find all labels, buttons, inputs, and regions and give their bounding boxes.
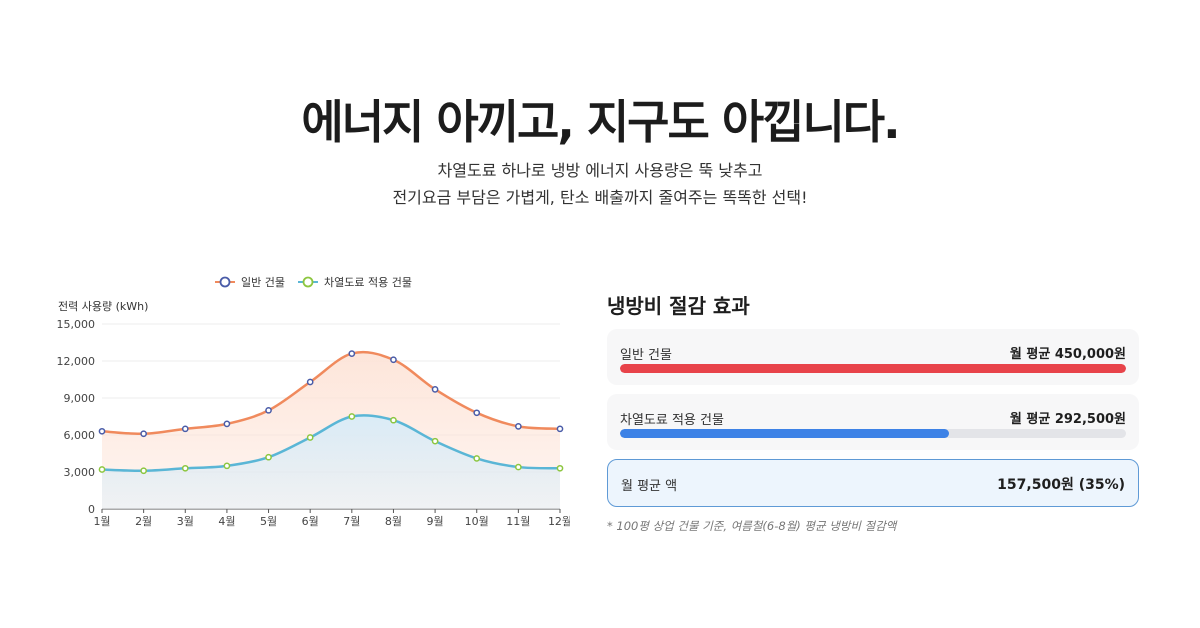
y-tick-label: 12,000: [57, 355, 96, 368]
cost-bar-fill: [620, 429, 949, 438]
x-tick-label: 11월: [506, 515, 530, 528]
y-axis-title: 전력 사용량 (kWh): [58, 300, 148, 313]
data-point: [265, 406, 272, 414]
data-point: [390, 356, 397, 364]
legend-label: 일반 건물: [241, 275, 285, 289]
data-point: [98, 466, 106, 473]
x-tick-label: 10월: [465, 515, 489, 528]
cost-card-label: 일반 건물: [620, 348, 672, 363]
data-point: [306, 434, 314, 441]
data-point: [348, 413, 356, 420]
y-tick-label: 9,000: [64, 392, 96, 405]
cost-bar-track: [620, 429, 1126, 438]
series-line: [101, 414, 561, 473]
footnote: * 100평 상업 건물 기준, 여름철(6-8월) 평균 냉방비 절감액: [607, 519, 897, 533]
cost-bar-track: [620, 364, 1126, 373]
y-tick-label: 0: [88, 503, 95, 516]
y-tick-label: 15,000: [57, 318, 96, 331]
data-point: [515, 423, 522, 430]
series-area: [102, 415, 560, 509]
x-tick-label: 1월: [93, 515, 110, 528]
saving-value: 157,500원 (35%): [997, 477, 1125, 493]
x-tick-label: 2월: [135, 515, 152, 528]
energy-usage-chart: 전력 사용량 (kWh) 0 3,000 6,000 9,000 12,000 15,000…: [57, 275, 571, 528]
data-point: [306, 378, 314, 386]
data-point: [140, 467, 147, 475]
legend-label: 차열도료 적용 건물: [324, 276, 412, 289]
data-point: [181, 464, 189, 472]
data-point: [223, 462, 231, 470]
y-tick-label: 3,000: [64, 466, 96, 479]
x-tick-label: 5월: [260, 515, 277, 528]
x-tick-label: 4월: [218, 515, 235, 528]
subline-2: 전기요금 부담은 가볍게, 탄소 배출까지 줄여주는 똑똑한 선택!: [392, 188, 808, 207]
series-line: [101, 350, 561, 436]
data-point: [98, 427, 106, 435]
subline-1: 차열도료 하나로 냉방 에너지 사용량은 뚝 낮추고: [437, 161, 763, 180]
data-point: [223, 420, 231, 428]
data-point: [473, 455, 481, 462]
data-point: [515, 463, 522, 471]
cost-card-label: 차열도료 적용 건물: [620, 413, 724, 428]
data-point: [348, 350, 356, 357]
data-point: [556, 464, 564, 472]
saving-summary-box: 월 평균 액 157,500원 (35%): [607, 459, 1139, 507]
legend-marker: [302, 276, 314, 288]
y-tick-label: 6,000: [64, 429, 96, 442]
data-point: [431, 437, 439, 445]
headline: 에너지 아끼고, 지구도 아낍니다.: [301, 95, 900, 149]
data-point: [390, 416, 397, 424]
data-point: [473, 409, 481, 417]
x-tick-label: 8월: [385, 515, 402, 528]
data-point: [265, 453, 272, 461]
x-tick-label: 7월: [343, 515, 360, 528]
data-point: [431, 386, 439, 393]
cost-card-value: 월 평균 450,000원: [1009, 347, 1126, 362]
cost-card-general: 일반 건물 월 평균 450,000원: [607, 329, 1139, 385]
data-point: [556, 425, 564, 433]
x-tick-label: 9월: [427, 515, 444, 528]
data-point: [140, 430, 147, 438]
cost-card-coated: 차열도료 적용 건물 월 평균 292,500원: [607, 394, 1139, 450]
saving-label: 월 평균 액: [621, 479, 678, 494]
x-tick-label: 12월: [548, 515, 570, 528]
panel-title: 냉방비 절감 효과: [607, 294, 750, 318]
cost-card-value: 월 평균 292,500원: [1009, 412, 1126, 427]
data-point: [181, 425, 189, 433]
x-tick-label: 6월: [302, 515, 319, 528]
legend-marker: [219, 276, 231, 288]
cost-bar-fill: [620, 364, 1126, 373]
x-tick-label: 3월: [177, 515, 194, 528]
